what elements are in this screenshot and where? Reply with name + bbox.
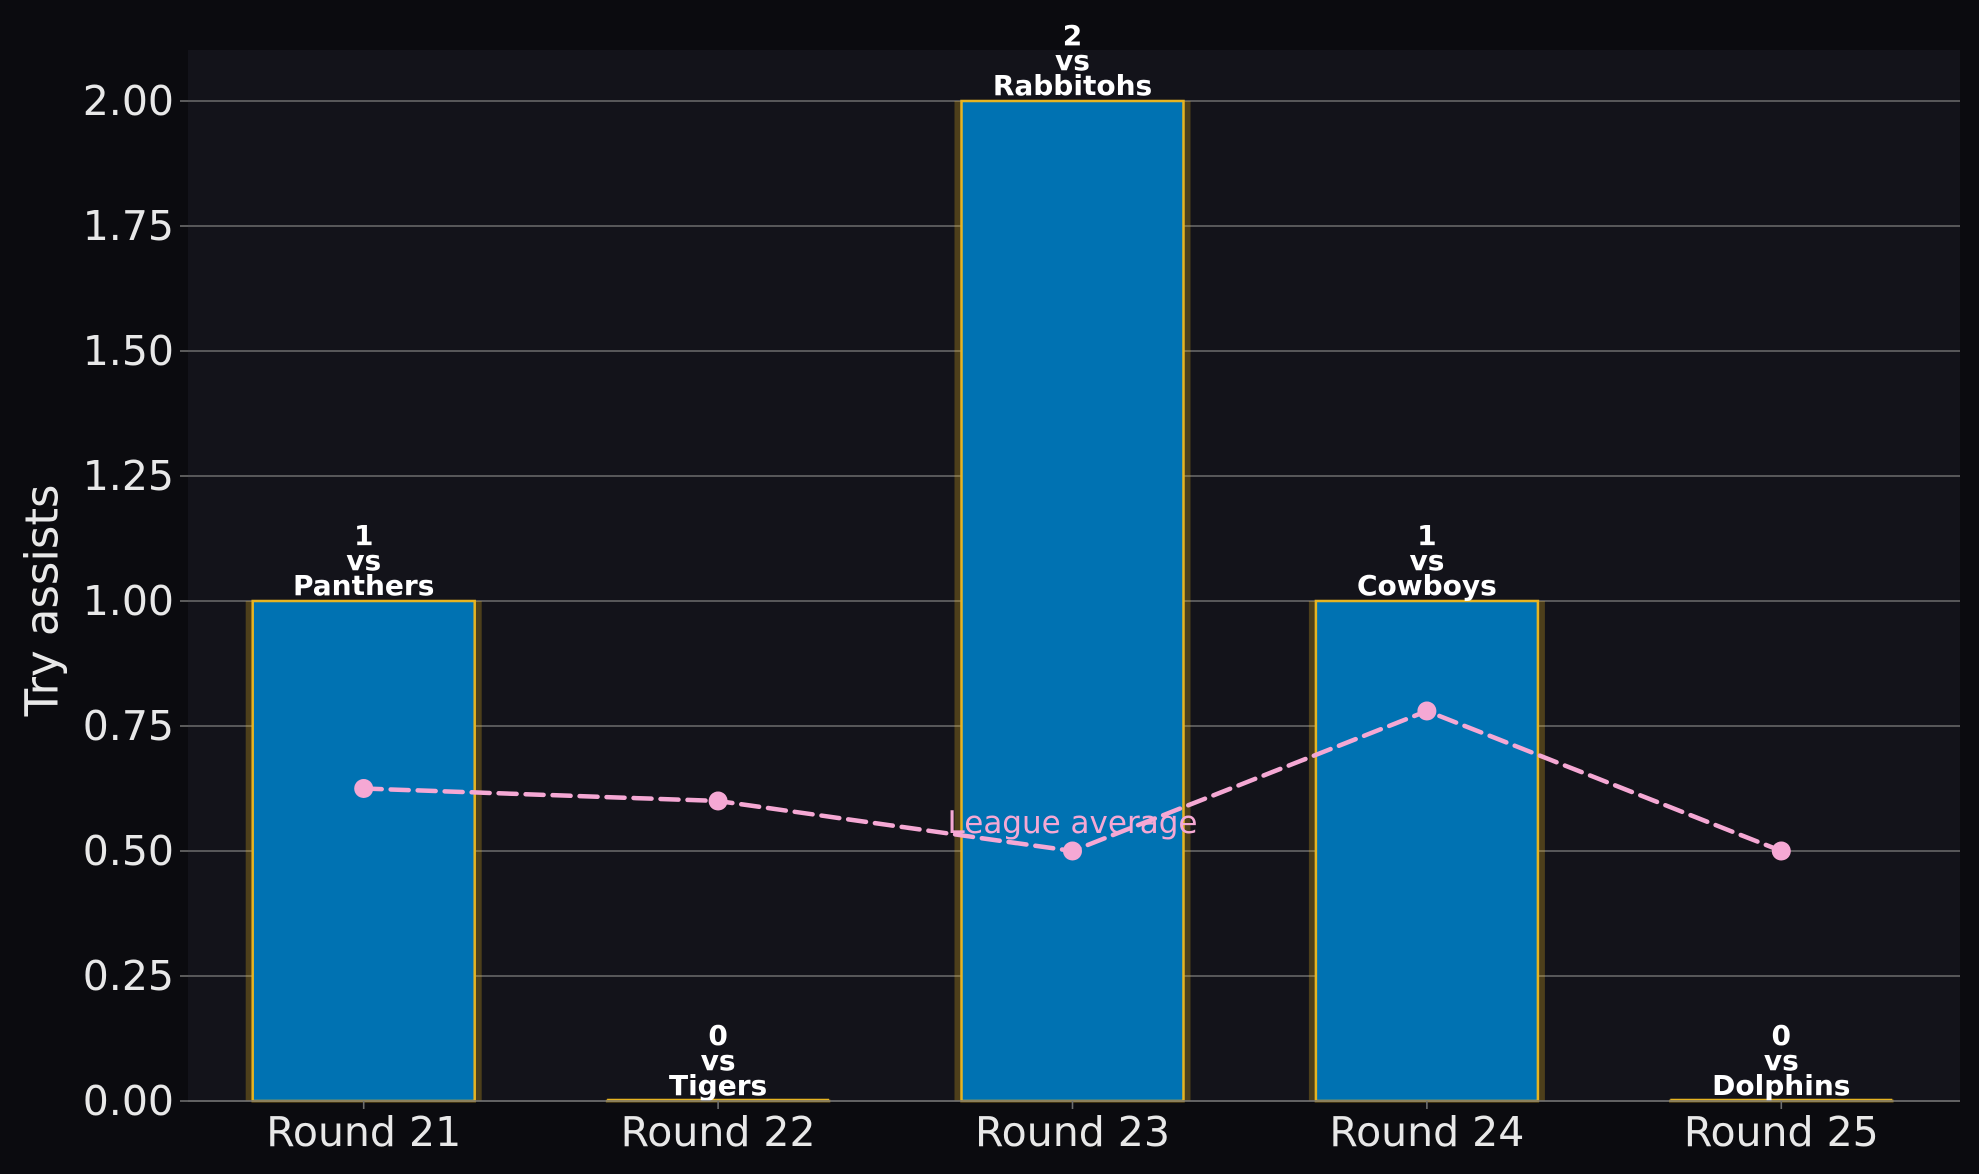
y-tick-label: 1.75 [83,202,174,250]
x-tick-label: Round 24 [1329,1108,1524,1156]
bar-opponent-label: Rabbitohs [993,69,1152,102]
bar-vs-label: vs [701,1044,736,1077]
y-tick-label: 0.50 [83,827,174,875]
bar-vs-label: vs [1764,1044,1799,1077]
bar-value-label: 2 [1063,19,1082,52]
bar-round-23 [960,99,1185,1103]
y-tick-label: 2.00 [83,77,174,125]
league-average-label: League average [948,805,1198,841]
league-average-point [1417,701,1437,721]
bar-value-label: 0 [708,1019,727,1052]
bar-value-label: 1 [1417,519,1436,552]
league-average-series: League average [354,701,1791,861]
bar-vs-label: vs [346,544,381,577]
bar-value-label: 1 [354,519,373,552]
bar-round-21 [251,599,476,1103]
league-average-point [1771,841,1791,861]
bar-opponent-label: Tigers [669,1069,767,1102]
bar-value-label: 0 [1772,1019,1791,1052]
bar-vs-label: vs [1409,544,1444,577]
x-tick-label: Round 22 [621,1108,816,1156]
axes: 0.00 0.25 0.50 0.75 1.00 1.25 1.50 1.75 2.00 Try … [16,77,1960,1156]
y-tick-label: 0.75 [83,702,174,750]
y-tick-label: 1.25 [83,452,174,500]
y-tick-label: 1.50 [83,327,174,375]
league-average-point [354,779,374,798]
bar-opponent-label: Panthers [293,569,434,602]
bar-opponent-label: Dolphins [1712,1069,1850,1102]
y-tick-label: 0.25 [83,952,174,1000]
x-tick-label: Round 25 [1684,1108,1879,1156]
y-tick-label: 1.00 [83,577,174,625]
bar-labels: 1vsPanthers0vsTigers2vsRabbitohs1vsCowbo… [293,19,1850,1102]
bar-opponent-label: Cowboys [1357,569,1497,602]
league-average-point [708,791,728,811]
x-tick-label: Round 21 [266,1108,461,1156]
y-axis-label: Try assists [16,485,69,718]
bar-vs-label: vs [1055,44,1090,77]
x-tick-label: Round 23 [975,1108,1170,1156]
league-average-point [1063,841,1082,861]
bar-round-24 [1314,599,1540,1103]
y-tick-label: 0.00 [83,1077,174,1125]
bars [245,99,1894,1103]
